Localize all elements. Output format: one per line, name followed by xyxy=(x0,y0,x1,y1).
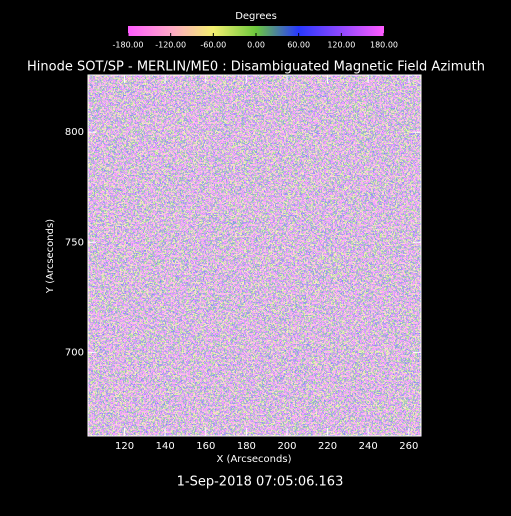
colorbar-tick-label: -180.00 xyxy=(113,41,144,50)
colorbar xyxy=(128,26,384,36)
y-tick-label: 700 xyxy=(65,347,84,358)
plot-frame xyxy=(87,74,422,437)
x-tick-label: 260 xyxy=(399,441,418,452)
x-axis-label: X (Arcseconds) xyxy=(217,454,292,465)
y-axis-label: Y (Arcseconds) xyxy=(45,219,56,294)
x-tick-label: 140 xyxy=(156,441,175,452)
x-tick-label: 180 xyxy=(237,441,256,452)
colorbar-label: Degrees xyxy=(235,11,277,22)
colorbar-tick-label: 180.00 xyxy=(370,41,398,50)
colorbar-tick-label: -120.00 xyxy=(155,41,186,50)
colorbar-tick-label: 0.00 xyxy=(247,41,265,50)
chart-title: Hinode SOT/SP - MERLIN/ME0 : Disambiguat… xyxy=(27,60,485,75)
colorbar-tick-label: 120.00 xyxy=(327,41,355,50)
heatmap-image xyxy=(88,75,421,436)
footer-date: 1-Sep-2018 07:05:06.163 xyxy=(177,475,344,490)
x-tick-label: 160 xyxy=(196,441,215,452)
x-tick-label: 220 xyxy=(318,441,337,452)
x-tick-label: 240 xyxy=(359,441,378,452)
x-tick-label: 200 xyxy=(277,441,296,452)
y-tick-label: 800 xyxy=(65,127,84,138)
colorbar-tick-label: 60.00 xyxy=(287,41,310,50)
x-tick-label: 120 xyxy=(115,441,134,452)
y-tick-label: 750 xyxy=(65,237,84,248)
colorbar-tick-label: -60.00 xyxy=(200,41,226,50)
